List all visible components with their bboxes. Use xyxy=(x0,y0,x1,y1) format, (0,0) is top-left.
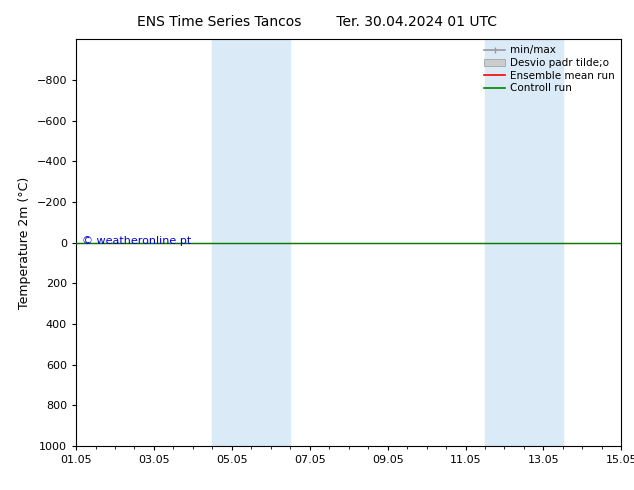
Y-axis label: Temperature 2m (°C): Temperature 2m (°C) xyxy=(18,176,31,309)
Bar xyxy=(485,39,563,446)
Text: © weatheronline.pt: © weatheronline.pt xyxy=(82,236,191,245)
Bar xyxy=(212,39,290,446)
Text: ENS Time Series Tancos        Ter. 30.04.2024 01 UTC: ENS Time Series Tancos Ter. 30.04.2024 0… xyxy=(137,15,497,29)
Legend: min/max, Desvio padr tilde;o, Ensemble mean run, Controll run: min/max, Desvio padr tilde;o, Ensemble m… xyxy=(480,41,619,98)
